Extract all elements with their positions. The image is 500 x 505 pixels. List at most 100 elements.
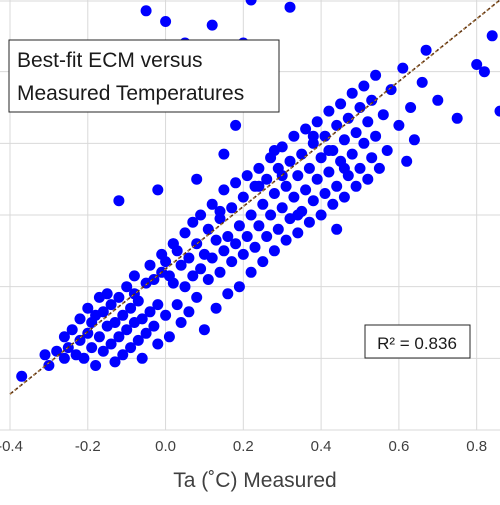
data-point [180, 227, 191, 238]
data-point [292, 227, 303, 238]
data-point [351, 181, 362, 192]
x-tick-label: 0.0 [155, 438, 176, 455]
data-point [312, 116, 323, 127]
data-point [250, 242, 261, 253]
data-point [452, 113, 463, 124]
data-point [351, 127, 362, 138]
data-point [113, 195, 124, 206]
data-point [386, 84, 397, 95]
data-point [168, 278, 179, 289]
data-point [160, 310, 171, 321]
data-point [238, 249, 249, 260]
data-point [129, 270, 140, 281]
data-point [292, 170, 303, 181]
x-tick-label: -0.4 [0, 438, 23, 455]
data-point [183, 306, 194, 317]
data-point [226, 202, 237, 213]
data-point [141, 5, 152, 16]
data-point [393, 120, 404, 131]
data-point [230, 177, 241, 188]
data-point [409, 134, 420, 145]
data-point [253, 220, 264, 231]
data-point [238, 192, 249, 203]
data-point [339, 163, 350, 174]
data-point [222, 288, 233, 299]
data-point [308, 131, 319, 142]
data-point [296, 149, 307, 160]
data-point [242, 231, 253, 242]
data-point [148, 321, 159, 332]
data-point [215, 206, 226, 217]
data-point [230, 238, 241, 249]
data-point [288, 131, 299, 142]
data-point [203, 224, 214, 235]
chart-title-line-2: Measured Temperatures [17, 82, 244, 105]
data-point [172, 299, 183, 310]
data-point [355, 163, 366, 174]
data-point [218, 149, 229, 160]
data-point [16, 371, 27, 382]
data-point [362, 174, 373, 185]
data-point [168, 238, 179, 249]
data-point [378, 109, 389, 120]
data-point [218, 184, 229, 195]
r-squared-annotation: R² = 0.836 [377, 334, 457, 353]
data-point [281, 235, 292, 246]
chart-title-line-1: Best-fit ECM versus [17, 49, 203, 72]
data-point [285, 156, 296, 167]
data-point [370, 131, 381, 142]
data-point [218, 245, 229, 256]
data-point [292, 210, 303, 221]
data-point [339, 134, 350, 145]
data-point [40, 349, 51, 360]
data-point [308, 195, 319, 206]
data-point [207, 20, 218, 31]
data-point [94, 331, 105, 342]
data-point [226, 256, 237, 267]
data-point [316, 210, 327, 221]
data-point [269, 188, 280, 199]
data-point [269, 145, 280, 156]
data-point [137, 353, 148, 364]
data-point [300, 184, 311, 195]
data-point [339, 192, 350, 203]
x-tick-label: 0.8 [466, 438, 487, 455]
data-point [374, 163, 385, 174]
data-point [78, 353, 89, 364]
x-tick-label: 0.2 [233, 438, 254, 455]
data-point [323, 145, 334, 156]
data-point [269, 245, 280, 256]
data-point [195, 210, 206, 221]
data-point [382, 145, 393, 156]
data-point [203, 274, 214, 285]
data-point [304, 217, 315, 228]
data-point [257, 256, 268, 267]
data-point [432, 95, 443, 106]
data-point [215, 267, 226, 278]
data-point [323, 167, 334, 178]
data-point [242, 170, 253, 181]
data-point [281, 181, 292, 192]
data-point [479, 66, 490, 77]
data-point [207, 253, 218, 264]
x-tick-label: 0.6 [388, 438, 409, 455]
data-point [265, 210, 276, 221]
data-point [362, 116, 373, 127]
data-point [191, 174, 202, 185]
data-point [246, 210, 257, 221]
data-point [257, 199, 268, 210]
data-point [401, 156, 412, 167]
data-point [347, 149, 358, 160]
data-point [234, 220, 245, 231]
data-point [261, 231, 272, 242]
data-point [335, 98, 346, 109]
data-point [152, 299, 163, 310]
x-axis-label: Ta (˚C) Measured [173, 469, 336, 492]
data-point [230, 120, 241, 131]
data-point [59, 353, 70, 364]
data-point [199, 324, 210, 335]
data-point [320, 188, 331, 199]
data-point [152, 184, 163, 195]
data-point [253, 163, 264, 174]
